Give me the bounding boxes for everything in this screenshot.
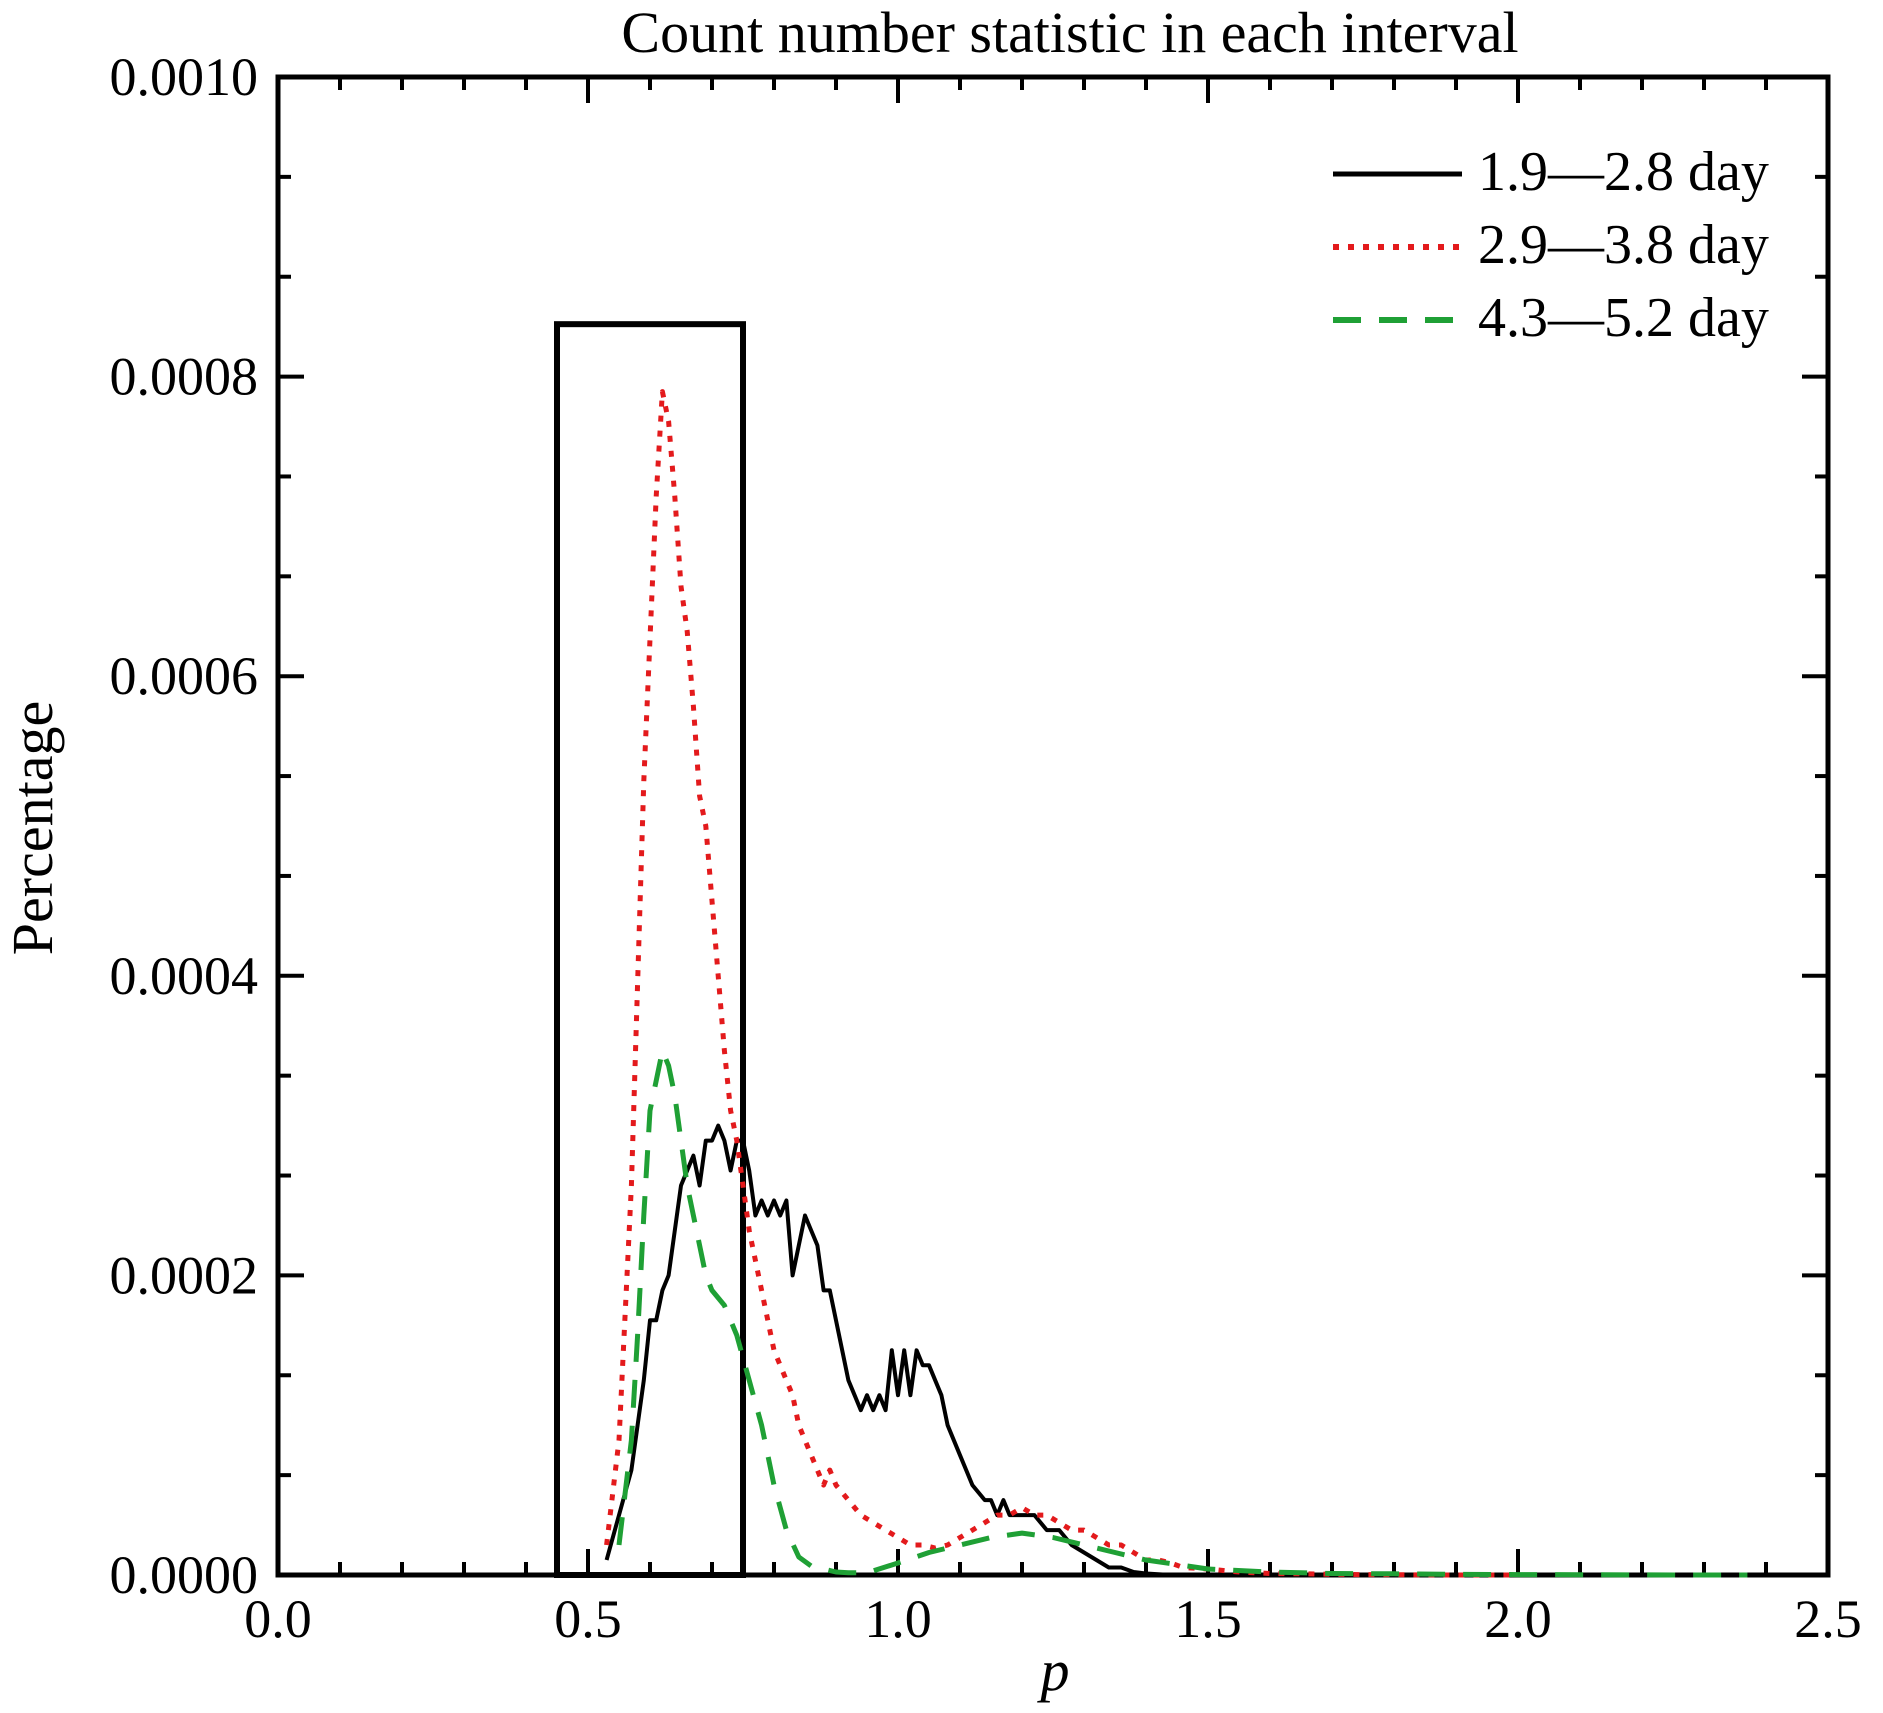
- y-tick-label: 0.0000: [110, 1545, 259, 1605]
- legend-label-1: 1.9—2.8 day: [1478, 141, 1769, 203]
- x-tick-label: 2.5: [1794, 1589, 1862, 1649]
- plot-frame: [275, 74, 1831, 1578]
- y-tick-label: 0.0006: [110, 646, 259, 706]
- x-tick-label: 1.0: [864, 1589, 932, 1649]
- series-line-3: [616, 1048, 1748, 1578]
- chart-title: Count number statistic in each interval: [621, 0, 1518, 65]
- x-axis-title: p: [1037, 1638, 1070, 1703]
- legend-label-3: 4.3—5.2 day: [1478, 287, 1769, 349]
- y-tick-label: 0.0008: [110, 347, 259, 407]
- x-tick-label: 2.0: [1484, 1589, 1552, 1649]
- x-tick-label: 1.5: [1174, 1589, 1242, 1649]
- x-tick-label: 0.0: [244, 1589, 312, 1649]
- series-line-1: [604, 1123, 1184, 1577]
- y-axis-title: Percentage: [0, 701, 65, 955]
- x-tick-label: 0.5: [554, 1589, 622, 1649]
- series-line-2: [604, 389, 1518, 1578]
- y-tick-label: 0.0010: [110, 47, 259, 107]
- legend-label-2: 2.9—3.8 day: [1478, 214, 1769, 276]
- y-tick-label: 0.0004: [110, 946, 259, 1006]
- y-tick-label: 0.0002: [110, 1245, 259, 1305]
- highlight-box: [554, 321, 746, 1578]
